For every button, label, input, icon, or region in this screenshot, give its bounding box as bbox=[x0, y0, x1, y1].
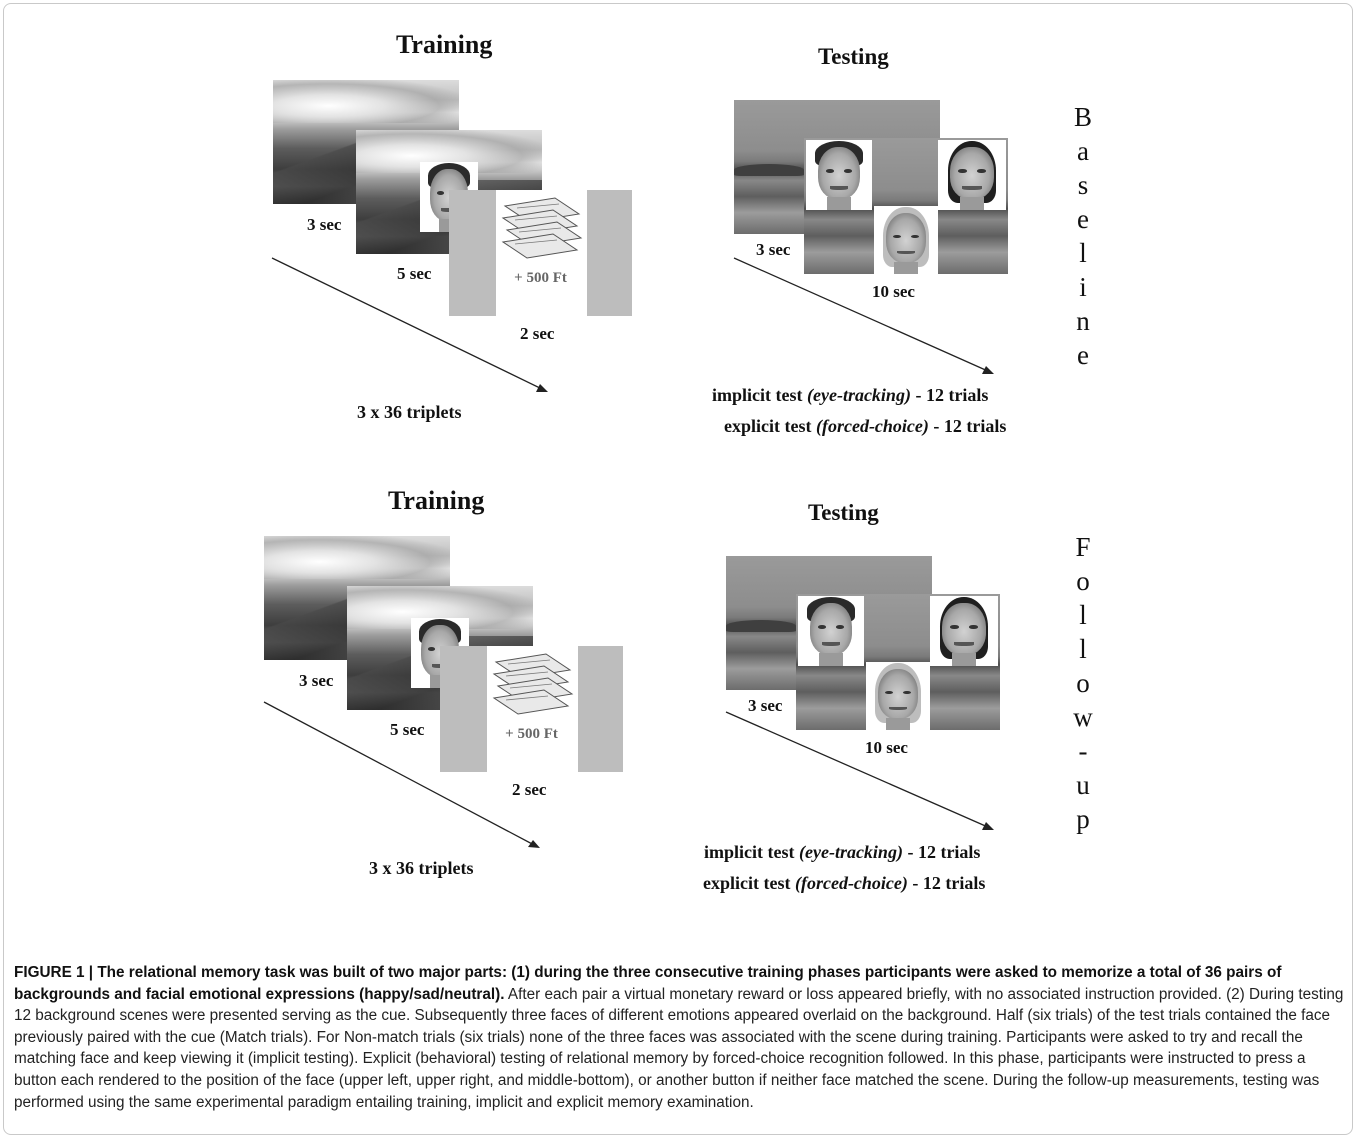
face-sad-image bbox=[874, 206, 938, 274]
triplets-label: 3 x 36 triplets bbox=[369, 858, 474, 878]
reward-duration: 2 sec bbox=[512, 780, 547, 799]
face-happy-image bbox=[798, 596, 864, 666]
figure-caption: FIGURE 1 | The relational memory task wa… bbox=[14, 962, 1344, 1113]
time-arrow-icon bbox=[263, 701, 540, 848]
testing-title: Testing bbox=[808, 500, 879, 525]
test-face-display bbox=[804, 138, 1008, 274]
reward-amount: + 500 Ft bbox=[505, 726, 558, 742]
test-time-arrow-icon bbox=[733, 257, 994, 374]
pair-duration: 5 sec bbox=[390, 720, 425, 739]
implicit-test-label: implicit test (eye-tracking) - 12 trials bbox=[712, 385, 989, 405]
testing-title: Testing bbox=[818, 44, 889, 69]
pair-duration: 5 sec bbox=[397, 264, 432, 283]
panel-follow-up: Training Testing + 500 Ft 3 sec 5 sec 2 … bbox=[0, 456, 1358, 916]
reward-screen: + 500 Ft bbox=[449, 190, 632, 316]
scene-duration: 3 sec bbox=[307, 215, 342, 234]
panel-baseline: Training Testing + 500 Ft 3 sec 5 sec 2 … bbox=[0, 0, 1358, 460]
face-sad-image bbox=[866, 662, 930, 730]
training-title: Training bbox=[396, 30, 493, 59]
implicit-test-label: implicit test (eye-tracking) - 12 trials bbox=[704, 842, 981, 862]
reward-amount: + 500 Ft bbox=[514, 270, 567, 286]
face-happy-image bbox=[806, 140, 872, 210]
face-neutral-image bbox=[938, 140, 1006, 210]
scene-duration: 3 sec bbox=[299, 671, 334, 690]
test-scene-duration: 3 sec bbox=[748, 696, 783, 715]
figure-frame bbox=[3, 3, 1353, 1135]
caption-bold: FIGURE 1 | The relational memory task wa… bbox=[14, 964, 1282, 1003]
test-face-duration: 10 sec bbox=[865, 738, 908, 757]
reward-duration: 2 sec bbox=[520, 324, 555, 343]
test-face-duration: 10 sec bbox=[872, 282, 915, 301]
triplets-label: 3 x 36 triplets bbox=[357, 402, 462, 422]
explicit-test-label: explicit test (forced-choice) - 12 trial… bbox=[724, 416, 1007, 436]
money-stack-icon bbox=[492, 653, 574, 715]
test-face-display bbox=[796, 594, 1000, 730]
reward-screen: + 500 Ft bbox=[440, 646, 623, 772]
money-stack-icon bbox=[501, 197, 583, 259]
test-time-arrow-icon bbox=[725, 711, 994, 830]
time-arrow-icon bbox=[271, 257, 548, 392]
caption-text: After each pair a virtual monetary rewar… bbox=[14, 985, 1344, 1111]
face-neutral-image bbox=[930, 596, 998, 666]
explicit-test-label: explicit test (forced-choice) - 12 trial… bbox=[703, 873, 986, 893]
training-title: Training bbox=[388, 486, 485, 515]
test-scene-duration: 3 sec bbox=[756, 240, 791, 259]
